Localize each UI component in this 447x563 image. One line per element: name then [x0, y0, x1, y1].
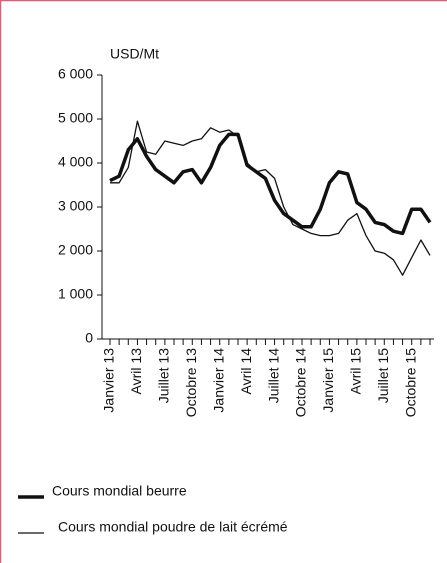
y-tick-label: 4 000	[58, 154, 93, 170]
x-tick-label: Janvier 13	[101, 348, 117, 413]
x-tick-label: Avril 13	[128, 348, 144, 395]
series-line	[110, 120, 431, 276]
x-tick-label: Janvier 14	[210, 348, 226, 413]
x-tick-label: Avril 14	[238, 348, 254, 395]
y-tick-label: 3 000	[58, 198, 93, 214]
x-tick-label: Juillet 15	[375, 348, 391, 403]
y-tick-label: 1 000	[58, 286, 93, 302]
series-line	[109, 132, 432, 236]
legend-label: Cours mondial beurre	[52, 483, 187, 499]
legend-label: Cours mondial poudre de lait écrémé	[58, 519, 288, 535]
y-tick-label: 6 000	[58, 66, 93, 82]
x-tick-label: Janvier 15	[320, 348, 336, 413]
x-tick-label: Octobre 14	[293, 348, 309, 417]
y-tick-label: 5 000	[58, 110, 93, 126]
x-tick-label: Juillet 14	[265, 348, 281, 403]
x-tick-label: Octobre 13	[183, 348, 199, 417]
y-axis-label: USD/Mt	[110, 46, 159, 62]
y-tick-label: 2 000	[58, 242, 93, 258]
x-tick-label: Juillet 13	[156, 348, 172, 403]
x-tick-label: Avril 15	[348, 348, 364, 395]
y-tick-label: 0	[85, 330, 93, 346]
x-tick-label: Octobre 15	[402, 348, 418, 417]
